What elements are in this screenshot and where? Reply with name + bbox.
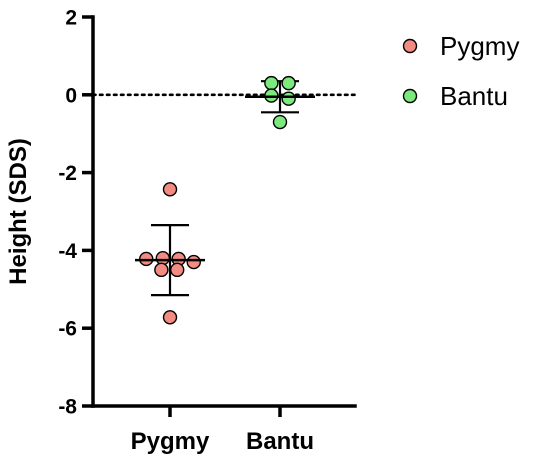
data-point xyxy=(154,262,169,278)
data-point xyxy=(169,262,185,278)
x-tick-label-bantu: Bantu xyxy=(246,428,314,455)
y-tick-label: 0 xyxy=(65,84,77,107)
series-bantu xyxy=(245,75,315,130)
legend-label-pygmy: Pygmy xyxy=(440,31,519,61)
data-point xyxy=(186,254,201,270)
y-tick-label: -6 xyxy=(58,318,77,341)
legend-marker-bantu xyxy=(402,88,418,104)
legend-marker-pygmy xyxy=(402,38,418,54)
series-layer xyxy=(135,75,315,325)
data-point xyxy=(281,91,296,106)
y-axis-title: Height (SDS) xyxy=(5,138,32,285)
data-point xyxy=(155,250,171,266)
data-point xyxy=(272,114,288,130)
legend-label-bantu: Bantu xyxy=(440,81,508,111)
axes: 2 0 -2 -4 -6 -8 Pygmy Bantu Height (SDS) xyxy=(5,7,357,455)
data-point xyxy=(281,75,296,91)
series-pygmy xyxy=(135,182,205,325)
data-point xyxy=(162,182,178,197)
y-tick-label: -4 xyxy=(58,240,77,263)
data-point xyxy=(162,310,178,325)
x-tick-label-pygmy: Pygmy xyxy=(131,428,210,455)
legend: Pygmy Bantu xyxy=(402,31,519,111)
y-tick-label: -2 xyxy=(58,162,77,185)
data-point xyxy=(264,75,279,91)
y-tick-label: 2 xyxy=(65,7,77,30)
y-tick-label: -8 xyxy=(58,396,77,419)
